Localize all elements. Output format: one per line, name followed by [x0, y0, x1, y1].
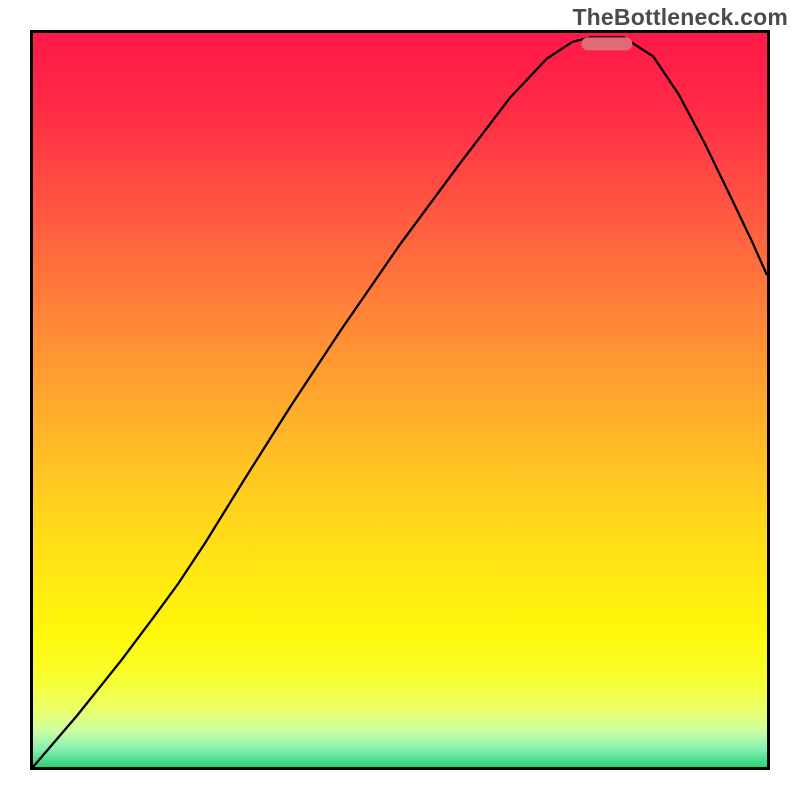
- gradient-background: [33, 33, 767, 767]
- plot-svg: [33, 33, 767, 767]
- chart-frame: TheBottleneck.com: [0, 0, 800, 800]
- watermark-text: TheBottleneck.com: [572, 4, 788, 31]
- plot-area: [30, 30, 770, 770]
- optimal-marker: [581, 37, 632, 50]
